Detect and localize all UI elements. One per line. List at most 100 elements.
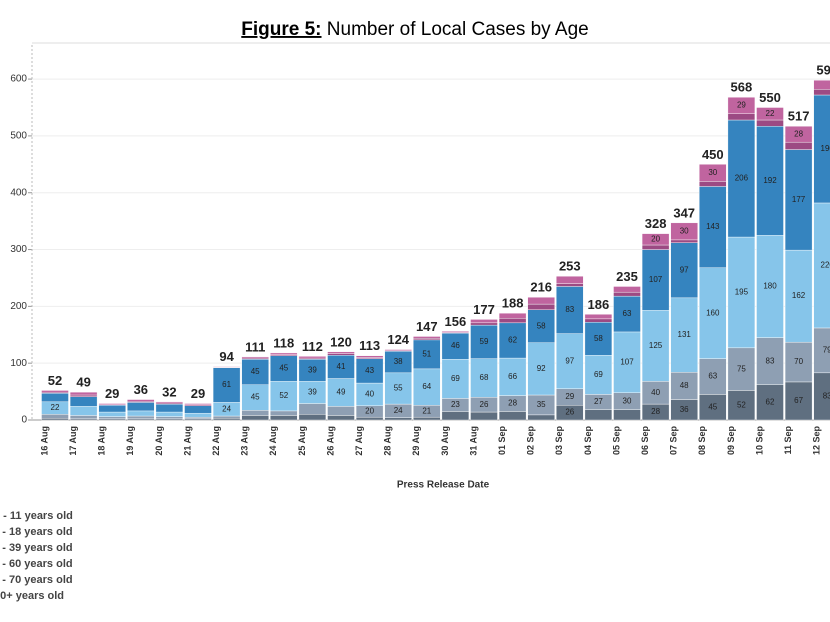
legend-label: 19 - 39 years old [0, 542, 73, 554]
bar-segment [69, 391, 98, 396]
bar-segment [327, 378, 355, 407]
bar-segment [584, 355, 613, 395]
x-tick-label: 17 Aug [68, 426, 78, 456]
bar-segment [527, 414, 555, 421]
segment-label: 177 [792, 195, 806, 204]
total-label: 112 [302, 339, 323, 354]
bar-segment [584, 322, 613, 356]
bar-segment [756, 119, 784, 127]
bar-segment [470, 324, 498, 359]
segment-label: 45 [251, 393, 260, 402]
segment-label: 107 [649, 275, 663, 284]
legend-label: 61 - 70 years old [0, 574, 73, 586]
bar-segment [127, 399, 155, 402]
bar-segment [727, 390, 756, 421]
segment-label: 28 [794, 129, 803, 138]
segment-label: 26 [565, 408, 574, 417]
segment-label: 69 [594, 370, 603, 379]
x-tick-label: 28 Aug [383, 426, 393, 456]
bar-segment [69, 394, 98, 397]
bar-segment [470, 319, 498, 324]
total-label: 52 [48, 373, 62, 388]
bar-segment [727, 119, 756, 238]
total-label: 188 [502, 296, 524, 311]
segment-label: 30 [680, 226, 689, 235]
x-tick-label: 25 Aug [297, 426, 307, 456]
bar-segment [241, 410, 269, 416]
y-tick-label: 0 [21, 415, 27, 426]
legend-label: 70+ years old [0, 590, 64, 602]
x-tick-label: 04 Sep [583, 426, 593, 456]
bar-segment [641, 233, 670, 246]
x-tick-label: 09 Sep [726, 426, 736, 456]
bar-segment [184, 405, 212, 414]
bar-segment [127, 402, 155, 412]
total-label: 147 [416, 319, 438, 334]
segment-label: 24 [394, 406, 403, 415]
segment-label: 59 [480, 337, 489, 346]
bar-segment [441, 411, 470, 421]
x-tick-label: 21 Aug [182, 426, 192, 456]
segment-label: 45 [708, 402, 717, 411]
bar-segment [298, 356, 327, 359]
segment-label: 55 [394, 384, 403, 393]
x-tick-label: 02 Sep [526, 426, 536, 456]
x-tick-label: 22 Aug [211, 426, 221, 456]
segment-label: 67 [794, 396, 803, 405]
segment-label: 52 [279, 391, 288, 400]
segment-label: 131 [678, 330, 692, 339]
bar-segment [699, 181, 727, 187]
x-tick-label: 11 Sep [783, 426, 793, 455]
bar-segment [98, 416, 126, 420]
bar-segment [327, 353, 355, 356]
bar-segment [498, 318, 527, 324]
legend-label: 0 - 11 years old [0, 510, 73, 522]
bar-segment [41, 393, 69, 403]
segment-label: 107 [620, 357, 634, 366]
segment-label: 24 [222, 404, 231, 413]
bar-segment [355, 355, 384, 358]
bar-segment [613, 409, 641, 421]
bar-segment [241, 384, 269, 411]
segment-label: 83 [565, 305, 574, 314]
segment-label: 39 [308, 365, 317, 374]
bar-segment [69, 406, 98, 416]
bar-segment [98, 403, 126, 405]
segment-label: 48 [680, 381, 689, 390]
bar-segment [727, 236, 756, 349]
segment-label: 27 [594, 397, 603, 406]
total-label: 177 [473, 302, 495, 317]
bar-segment [155, 401, 184, 404]
bar-segment [670, 239, 698, 243]
bar-segment [784, 381, 813, 421]
total-label: 517 [788, 109, 810, 124]
bar-segment [413, 336, 441, 339]
bar-segment [670, 372, 698, 400]
segment-label: 41 [337, 362, 346, 371]
bar-segment [155, 411, 184, 417]
bar-segment [355, 358, 384, 384]
bar-segment [498, 357, 527, 396]
bar-segment [327, 406, 355, 416]
segment-label: 20 [651, 234, 660, 243]
total-label: 328 [645, 216, 667, 231]
x-axis-label: Press Release Date [397, 480, 490, 491]
bar-segment [69, 415, 98, 420]
bar-segment [212, 367, 241, 403]
segment-label: 62 [508, 336, 517, 345]
bar-segment [470, 322, 498, 326]
bar-segment [556, 283, 584, 287]
bar-segment [613, 291, 641, 297]
x-tick-label: 01 Sep [497, 426, 507, 456]
x-tick-label: 07 Sep [669, 426, 679, 456]
total-label: 32 [162, 384, 176, 399]
segment-label: 206 [735, 174, 749, 183]
bar-segment [727, 347, 756, 391]
x-tick-label: 20 Aug [154, 426, 164, 456]
bar-segment [670, 222, 698, 241]
total-label: 118 [273, 335, 294, 350]
segment-label: 29 [565, 392, 574, 401]
segment-label: 51 [422, 349, 431, 358]
bar-segment [184, 403, 212, 405]
